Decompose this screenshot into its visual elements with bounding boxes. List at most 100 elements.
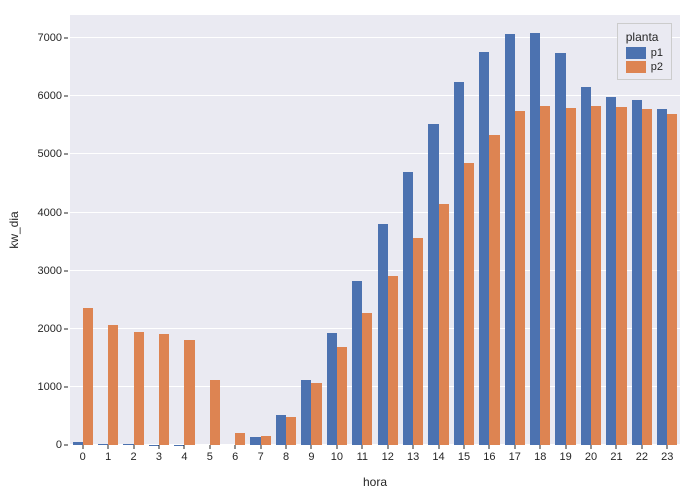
bar — [83, 308, 93, 445]
x-tick-mark — [463, 445, 464, 449]
x-tick-label: 11 — [357, 451, 368, 463]
bar — [591, 106, 601, 445]
y-tick-mark — [64, 212, 68, 213]
bar — [642, 109, 652, 445]
y-tick-mark — [64, 386, 68, 387]
x-tick-mark — [311, 445, 312, 449]
legend-label: p1 — [651, 47, 663, 59]
x-axis-label: hora — [363, 475, 387, 489]
bar — [439, 204, 449, 445]
y-tick-label: 0 — [56, 439, 62, 451]
x-tick-mark — [489, 445, 490, 449]
y-tick-mark — [64, 96, 68, 97]
bar — [362, 313, 372, 445]
x-tick-label: 1 — [105, 451, 111, 463]
x-tick-label: 2 — [130, 451, 136, 463]
x-tick-mark — [82, 445, 83, 449]
x-tick-label: 9 — [308, 451, 314, 463]
bar — [540, 106, 550, 445]
bar — [505, 34, 515, 445]
legend-label: p2 — [651, 61, 663, 73]
y-tick-label: 5000 — [38, 148, 62, 160]
x-tick-label: 14 — [432, 451, 444, 463]
bar — [184, 340, 194, 445]
bar — [632, 100, 642, 445]
bar — [159, 334, 169, 445]
x-tick-label: 20 — [585, 451, 597, 463]
x-tick-mark — [565, 445, 566, 449]
y-tick-label: 7000 — [38, 32, 62, 44]
x-tick-label: 18 — [534, 451, 546, 463]
bar — [530, 33, 540, 445]
bar — [235, 433, 245, 445]
x-tick-mark — [514, 445, 515, 449]
x-tick-label: 4 — [181, 451, 187, 463]
x-tick-mark — [387, 445, 388, 449]
x-tick-mark — [260, 445, 261, 449]
x-tick-label: 19 — [560, 451, 572, 463]
x-tick-label: 15 — [458, 451, 470, 463]
bar — [566, 108, 576, 445]
y-tick-mark — [64, 328, 68, 329]
x-tick-mark — [133, 445, 134, 449]
y-tick-label: 3000 — [38, 265, 62, 277]
bar — [352, 281, 362, 445]
bar — [403, 172, 413, 445]
x-tick-label: 17 — [509, 451, 521, 463]
y-tick-mark — [64, 270, 68, 271]
legend-swatch — [626, 47, 646, 59]
x-tick-mark — [286, 445, 287, 449]
y-tick-mark — [64, 154, 68, 155]
x-tick-label: 13 — [407, 451, 419, 463]
x-tick-mark — [108, 445, 109, 449]
y-tick-mark — [64, 38, 68, 39]
bar — [388, 276, 398, 445]
x-tick-mark — [158, 445, 159, 449]
bar — [337, 347, 347, 445]
y-tick-label: 6000 — [38, 90, 62, 102]
y-axis-label: kw_dia — [7, 211, 21, 248]
bar — [657, 109, 667, 445]
bar — [301, 380, 311, 445]
x-tick-mark — [438, 445, 439, 449]
x-tick-mark — [235, 445, 236, 449]
x-tick-label: 6 — [232, 451, 238, 463]
bar — [134, 332, 144, 445]
x-tick-label: 7 — [258, 451, 264, 463]
legend-item: p1 — [626, 47, 663, 59]
x-tick-label: 12 — [382, 451, 394, 463]
bar — [413, 238, 423, 445]
bar — [454, 82, 464, 445]
y-tick-label: 4000 — [38, 207, 62, 219]
legend-swatch — [626, 61, 646, 73]
x-tick-mark — [591, 445, 592, 449]
bar — [261, 436, 271, 445]
bar — [428, 124, 438, 445]
bar — [311, 383, 321, 445]
y-tick-label: 1000 — [38, 381, 62, 393]
bar — [479, 52, 489, 445]
bar — [286, 417, 296, 445]
x-tick-mark — [667, 445, 668, 449]
x-tick-mark — [209, 445, 210, 449]
bar — [464, 163, 474, 445]
x-tick-label: 5 — [207, 451, 213, 463]
bars-layer — [70, 15, 680, 445]
bar — [555, 53, 565, 445]
x-tick-mark — [616, 445, 617, 449]
bar — [606, 97, 616, 445]
legend: planta p1 p2 — [617, 23, 672, 80]
x-tick-label: 3 — [156, 451, 162, 463]
bar — [581, 87, 591, 445]
x-tick-mark — [362, 445, 363, 449]
bar — [276, 415, 286, 445]
bar — [108, 325, 118, 445]
bar — [667, 114, 677, 445]
bar — [378, 224, 388, 445]
bar — [327, 333, 337, 445]
legend-title: planta — [626, 30, 663, 44]
x-tick-mark — [540, 445, 541, 449]
legend-item: p2 — [626, 61, 663, 73]
x-tick-mark — [641, 445, 642, 449]
x-tick-mark — [184, 445, 185, 449]
